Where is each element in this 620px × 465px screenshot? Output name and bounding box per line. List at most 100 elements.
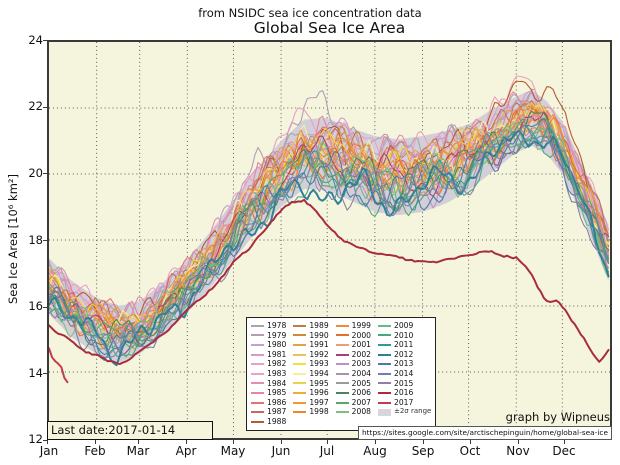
y-tick-label: 24 — [28, 33, 43, 47]
legend-year-label: 1997 — [309, 397, 329, 407]
legend-year-label: 1981 — [267, 349, 287, 359]
legend-entry-2011: 2011 — [377, 340, 431, 350]
x-tick-label: Sep — [411, 444, 435, 458]
legend-line-swatch — [293, 353, 307, 356]
legend-entry-2004: 2004 — [335, 368, 371, 379]
legend-band-swatch — [377, 408, 391, 416]
legend-box: 1978 1979 1980 1981 1982 1983 1984 1985 1986 1987… — [246, 317, 437, 431]
source-url-label: https://sites.google.com/site/arctischep… — [357, 426, 612, 440]
legend-year-label: 1991 — [309, 340, 329, 350]
legend-year-label: 2000 — [351, 330, 371, 340]
legend-column: 1989 1990 1991 1992 1993 1994 1995 1996 1997 1998 — [293, 321, 329, 427]
series-line-2003 — [49, 112, 610, 347]
legend-year-label: 1990 — [309, 330, 329, 340]
legend-line-swatch — [251, 353, 264, 356]
y-tick — [43, 373, 47, 375]
legend-line-swatch — [293, 363, 307, 366]
legend-year-label: 1979 — [267, 330, 287, 340]
legend-line-swatch — [293, 343, 307, 346]
legend-entry-1980: 1980 — [251, 340, 286, 350]
legend-line-swatch — [293, 401, 307, 404]
legend-year-label: 2010 — [393, 330, 414, 340]
legend-line-swatch — [335, 382, 349, 385]
legend-entry-2017: 2017 — [377, 398, 431, 408]
series-line-2010 — [49, 118, 610, 358]
legend-year-label: 1983 — [267, 368, 287, 378]
series-line-1983 — [49, 75, 610, 338]
legend-entry-band: ±2σ range — [377, 407, 432, 417]
legend-year-label: 2008 — [351, 407, 371, 417]
legend-entry-1987: 1987 — [251, 407, 286, 417]
legend-entry-1983: 1983 — [251, 369, 286, 379]
x-tick-label: Jun — [271, 444, 291, 458]
legend-year-label: 2009 — [393, 321, 414, 330]
legend-year-label: 1989 — [309, 321, 329, 330]
legend-line-swatch — [335, 372, 349, 375]
legend-entry-1985: 1985 — [251, 388, 286, 398]
x-tick — [138, 440, 140, 444]
x-tick-label: Dec — [552, 444, 576, 458]
legend-line-swatch — [293, 334, 307, 337]
y-tick-label: 12 — [28, 432, 43, 446]
series-line-2013 — [49, 118, 610, 355]
x-tick — [232, 440, 234, 444]
series-line-2016 — [49, 198, 610, 366]
series-line-2008 — [49, 122, 610, 348]
legend-entry-2013: 2013 — [377, 359, 431, 369]
legend-line-swatch — [251, 411, 264, 414]
legend-entry-2008: 2008 — [335, 407, 371, 417]
y-tick — [43, 40, 47, 41]
legend-year-label: 1980 — [267, 340, 287, 350]
legend-entry-1978: 1978 — [251, 321, 286, 331]
legend-line-swatch — [251, 372, 264, 375]
y-tick-label: 20 — [28, 166, 43, 180]
legend-entry-1999: 1999 — [335, 321, 371, 331]
legend-year-label: 2005 — [351, 378, 371, 388]
legend-line-swatch — [377, 363, 391, 366]
legend-line-swatch — [251, 391, 264, 394]
series-line-2017 — [49, 347, 69, 384]
x-tick — [327, 440, 329, 444]
legend-year-label: 1996 — [309, 388, 329, 398]
legend-line-swatch — [251, 363, 264, 366]
legend-year-label: 2015 — [393, 378, 414, 388]
credit-label: graph by Wipneus — [505, 410, 610, 424]
legend-entry-1991: 1991 — [293, 340, 329, 350]
legend-line-swatch — [335, 411, 349, 414]
x-tick — [469, 440, 471, 444]
legend-entry-1998: 1998 — [293, 407, 329, 417]
legend-year-label: 2004 — [351, 368, 371, 378]
x-tick-label: Jan — [39, 444, 59, 458]
legend-line-swatch — [335, 343, 349, 346]
legend-line-swatch — [251, 401, 264, 404]
legend-entry-1988: 1988 — [251, 417, 286, 427]
y-tick-label: 16 — [28, 299, 43, 313]
legend-year-label: 1998 — [309, 407, 329, 417]
legend-line-swatch — [377, 391, 391, 394]
x-tick-label: Oct — [459, 444, 481, 458]
legend-line-swatch — [377, 353, 391, 356]
legend-year-label: 1987 — [267, 407, 287, 417]
legend-line-swatch — [251, 382, 264, 385]
legend-year-label: 1994 — [309, 368, 329, 378]
legend-year-label: 1999 — [351, 321, 371, 330]
legend-band-label: ±2σ range — [393, 407, 432, 416]
legend-entry-2003: 2003 — [335, 359, 371, 369]
legend-year-label: 1988 — [267, 416, 287, 426]
legend-year-label: 2013 — [393, 359, 414, 369]
legend-year-label: 2011 — [393, 340, 414, 350]
legend-year-label: 1982 — [267, 359, 287, 369]
legend-year-label: 1986 — [267, 397, 287, 407]
x-tick-label: Mar — [126, 444, 150, 458]
legend-year-label: 1984 — [267, 378, 287, 388]
legend-year-label: 1985 — [267, 388, 287, 398]
last-date-label: Last date:2017-01-14 — [47, 421, 213, 440]
legend-line-swatch — [293, 372, 307, 375]
x-tick — [375, 440, 377, 444]
legend-year-label: 2016 — [393, 388, 414, 398]
series-line-1994 — [49, 108, 610, 337]
legend-column: 1978 1979 1980 1981 1982 1983 1984 1985 1986 1987… — [251, 321, 286, 427]
x-tick — [517, 440, 519, 444]
legend-entry-1996: 1996 — [293, 388, 329, 398]
